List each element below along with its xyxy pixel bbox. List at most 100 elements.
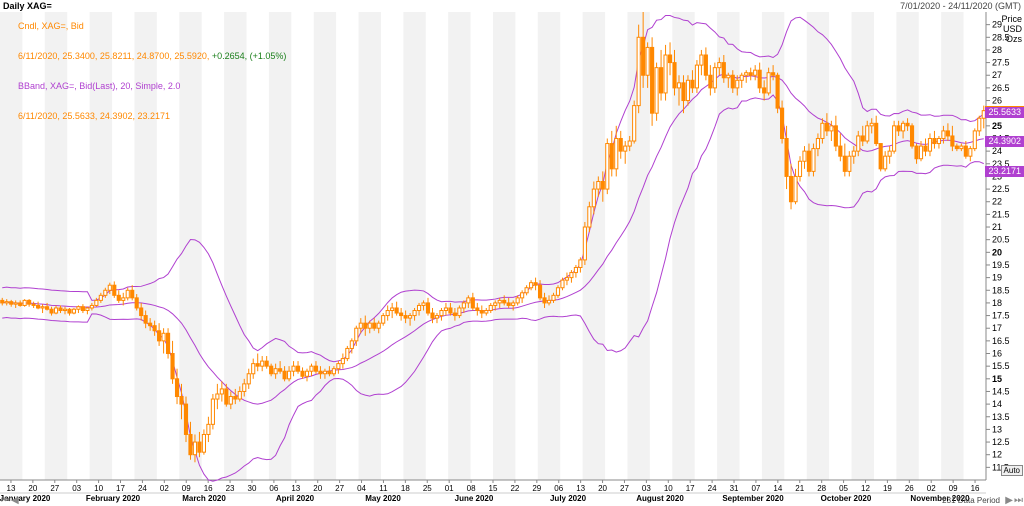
footer-period: 231 Data Period — [942, 496, 1000, 505]
x-month-label: February 2020 — [86, 494, 141, 503]
x-tick-label: 20 — [598, 484, 607, 493]
x-tick-label: 03 — [642, 484, 651, 493]
date-range: 7/01/2020 - 24/11/2020 (GMT) — [900, 1, 1021, 11]
y-tick-label: 21.5 — [992, 209, 1010, 219]
y-tick-label: 16.5 — [992, 336, 1010, 346]
legend-bband-data: 6/11/2020, 25.5633, 24.3902, 23.2171 — [18, 111, 170, 121]
y-tick-label: 27 — [992, 70, 1002, 80]
x-tick-label: 24 — [708, 484, 717, 493]
x-tick-label: 06 — [554, 484, 563, 493]
y-tick-label: 14 — [992, 399, 1002, 409]
x-tick-label: 03 — [72, 484, 81, 493]
y-tick-label: 26.5 — [992, 83, 1010, 93]
y-tick-label: 15.5 — [992, 361, 1010, 371]
x-tick-label: 10 — [94, 484, 103, 493]
y-tick-label: 24 — [992, 146, 1002, 156]
x-tick-label: 05 — [839, 484, 848, 493]
x-tick-label: 10 — [664, 484, 673, 493]
x-month-label: August 2020 — [636, 494, 684, 503]
y-tick-label: 13.5 — [992, 412, 1010, 422]
y-tick-label: 12 — [992, 450, 1002, 460]
x-tick-label: 16 — [204, 484, 213, 493]
y-tick-label: 17.5 — [992, 311, 1010, 321]
x-tick-label: 25 — [423, 484, 432, 493]
x-tick-label: 26 — [905, 484, 914, 493]
y-tick-label: 28 — [992, 45, 1002, 55]
y-tick-label: 16 — [992, 349, 1002, 359]
y-tick-label: 21 — [992, 222, 1002, 232]
x-tick-label: 09 — [949, 484, 958, 493]
x-month-label: April 2020 — [276, 494, 315, 503]
chart-title: Daily XAG= — [3, 1, 286, 11]
x-tick-label: 27 — [620, 484, 629, 493]
x-tick-label: 29 — [532, 484, 541, 493]
x-tick-label: 07 — [751, 484, 760, 493]
legend-bband: BBand, XAG=, Bid(Last), 20, Simple, 2.0 — [18, 81, 180, 91]
y-tick-label: 17 — [992, 323, 1002, 333]
y-tick-label: 22.5 — [992, 184, 1010, 194]
x-month-label: May 2020 — [365, 494, 401, 503]
x-tick-label: 23 — [226, 484, 235, 493]
y-tick-label: 19 — [992, 273, 1002, 283]
x-tick-label: 31 — [730, 484, 739, 493]
x-month-label: March 2020 — [182, 494, 226, 503]
x-tick-label: 13 — [7, 484, 16, 493]
x-tick-label: 21 — [795, 484, 804, 493]
y-tick-label: 18 — [992, 298, 1002, 308]
price-tag: 25.5633 — [985, 107, 1024, 118]
nav-first-icon[interactable]: ⏮ — [1, 495, 10, 506]
y-label-ccy: USD — [1001, 24, 1022, 34]
x-tick-label: 17 — [686, 484, 695, 493]
price-tag: 23.2171 — [985, 166, 1024, 177]
x-tick-label: 24 — [138, 484, 147, 493]
y-tick-label: 25 — [992, 121, 1002, 131]
x-tick-label: 20 — [313, 484, 322, 493]
nav-next-icon[interactable]: ▶ — [1005, 495, 1013, 506]
y-tick-label: 15 — [992, 374, 1002, 384]
nav-last-icon[interactable]: ⏭ — [1014, 495, 1023, 506]
x-month-label: October 2020 — [821, 494, 872, 503]
x-month-label: June 2020 — [455, 494, 494, 503]
x-tick-label: 08 — [467, 484, 476, 493]
x-month-label: July 2020 — [550, 494, 587, 503]
x-tick-label: 13 — [291, 484, 300, 493]
y-tick-label: 19.5 — [992, 260, 1010, 270]
x-tick-label: 30 — [248, 484, 257, 493]
x-tick-label: 17 — [116, 484, 125, 493]
y-tick-label: 14.5 — [992, 386, 1010, 396]
y-tick-label: 26 — [992, 96, 1002, 106]
nav-prev-icon[interactable]: ◀ — [11, 495, 19, 506]
y-label-unit: Ozs — [1001, 34, 1022, 44]
x-month-label: September 2020 — [722, 494, 784, 503]
x-tick-label: 27 — [335, 484, 344, 493]
x-tick-label: 19 — [883, 484, 892, 493]
x-tick-label: 02 — [160, 484, 169, 493]
y-tick-label: 12.5 — [992, 437, 1010, 447]
legend-candle-change: +0.2654, (+1.05%) — [212, 51, 287, 61]
x-tick-label: 20 — [28, 484, 37, 493]
x-tick-label: 01 — [445, 484, 454, 493]
y-tick-label: 20.5 — [992, 235, 1010, 245]
y-tick-label: 27.5 — [992, 58, 1010, 68]
x-tick-label: 11 — [379, 484, 388, 493]
x-tick-label: 04 — [357, 484, 366, 493]
y-tick-label: 22 — [992, 197, 1002, 207]
x-tick-label: 14 — [773, 484, 782, 493]
x-tick-label: 27 — [50, 484, 59, 493]
x-tick-label: 12 — [861, 484, 870, 493]
x-tick-label: 13 — [576, 484, 585, 493]
x-tick-label: 06 — [269, 484, 278, 493]
x-tick-label: 15 — [489, 484, 498, 493]
y-tick-label: 18.5 — [992, 285, 1010, 295]
y-label-price: Price — [1001, 14, 1022, 24]
x-tick-label: 16 — [971, 484, 980, 493]
x-tick-label: 09 — [182, 484, 191, 493]
legend-candle-data: 6/11/2020, 25.3400, 25.8211, 24.8700, 25… — [18, 51, 212, 61]
x-tick-label: 18 — [401, 484, 410, 493]
price-tag: 24.3902 — [985, 136, 1024, 147]
auto-button[interactable]: Auto — [1001, 465, 1023, 476]
legend-candle: Cndl, XAG=, Bid — [18, 21, 84, 31]
x-tick-label: 22 — [510, 484, 519, 493]
x-tick-label: 28 — [817, 484, 826, 493]
x-tick-label: 02 — [927, 484, 936, 493]
